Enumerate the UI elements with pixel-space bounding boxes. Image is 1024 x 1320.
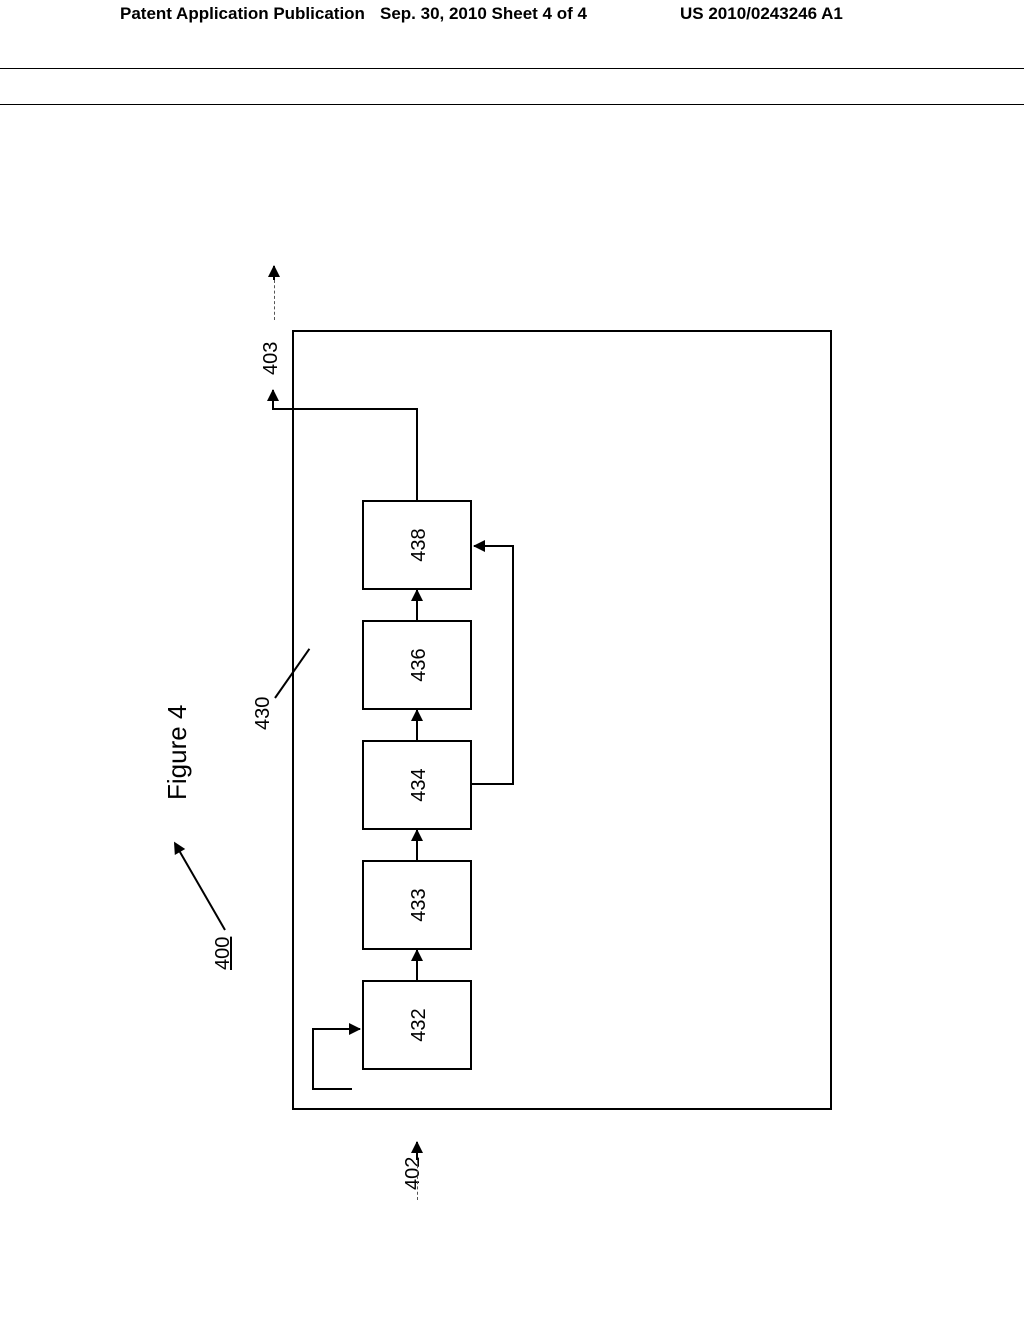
output-pipe-horz1 (416, 410, 418, 500)
feedback-down (472, 783, 512, 785)
ref-400-arrow (174, 843, 226, 931)
figure-rotated-canvas: Figure 4 400 430 402 432 433 434 436 438 (162, 230, 862, 1230)
ref-402-label: 402 (402, 1157, 425, 1190)
input-dash-head (416, 1142, 418, 1160)
header-date-sheet: Sep. 30, 2010 Sheet 4 of 4 (380, 4, 660, 24)
output-dash (274, 280, 275, 320)
ref-403-label: 403 (260, 342, 283, 375)
arrow-432-433 (416, 950, 418, 980)
input-dash (417, 1160, 418, 1200)
figure-stage: Figure 4 400 430 402 432 433 434 436 438 (0, 160, 1024, 1260)
block-433: 433 (362, 860, 472, 950)
input-pipe-horz (312, 1030, 314, 1090)
block-434: 434 (362, 740, 472, 830)
feedback-across (512, 545, 514, 785)
output-pipe-horz2 (272, 390, 274, 410)
input-pipe-vert1 (312, 1088, 352, 1090)
output-dash-head (273, 266, 275, 280)
output-pipe-vert (272, 408, 418, 410)
arrow-433-434 (416, 830, 418, 860)
arrow-436-438 (416, 590, 418, 620)
block-436: 436 (362, 620, 472, 710)
arrow-434-436 (416, 710, 418, 740)
input-pipe-vert2 (312, 1028, 360, 1030)
ref-400-label: 400 (212, 937, 235, 970)
feedback-up (474, 545, 514, 547)
header-docnumber: US 2010/0243246 A1 (660, 4, 1024, 24)
ref-430-label: 430 (252, 697, 275, 730)
block-432: 432 (362, 980, 472, 1070)
header-publication: Patent Application Publication (0, 4, 380, 24)
block-438: 438 (362, 500, 472, 590)
figure-title: Figure 4 (162, 705, 193, 800)
